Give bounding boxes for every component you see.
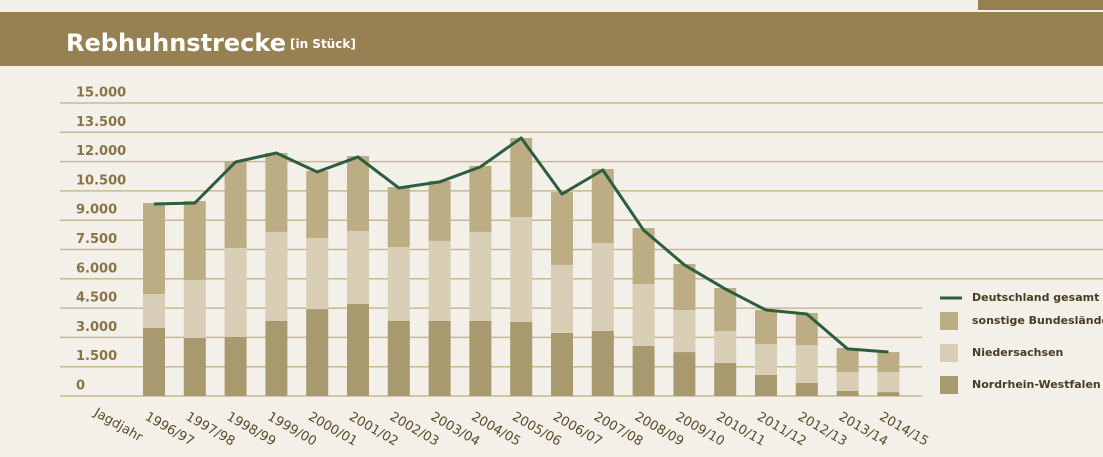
bar-segment <box>632 228 655 285</box>
y-tick-label: 6.000 <box>76 261 117 276</box>
y-tick-label: 7.500 <box>76 232 117 247</box>
bar-segment <box>877 392 900 396</box>
bar-segment <box>224 161 247 248</box>
bar-segment <box>714 362 737 396</box>
y-tick-label: 9.000 <box>76 203 117 218</box>
bar-segment <box>306 170 329 238</box>
bar-segment <box>428 180 451 241</box>
bar-segment <box>347 230 369 304</box>
bar-segment <box>469 165 492 232</box>
bar-segment <box>387 320 410 396</box>
bar-segment <box>347 303 369 396</box>
bar-segment <box>551 332 573 396</box>
bar-segment <box>510 217 533 322</box>
x-axis-label: Jagdjahr <box>90 405 145 446</box>
y-tick-label: 10.500 <box>76 173 126 188</box>
bar-segment <box>755 310 777 345</box>
legend-swatch <box>940 376 958 394</box>
y-tick-label: 1.500 <box>76 349 117 364</box>
bar-segment <box>714 330 737 363</box>
bar-segment <box>143 294 165 329</box>
bar-segment <box>795 345 818 383</box>
bar-segment <box>632 284 655 346</box>
bar-segment <box>795 312 818 346</box>
bar-segment <box>795 382 818 396</box>
bar-segment <box>428 320 451 396</box>
header-band <box>0 12 1103 66</box>
bar-segment <box>387 186 410 247</box>
chart-title: Rebhuhnstrecke [in Stück] <box>66 29 356 57</box>
bar-segment <box>755 344 777 375</box>
bar-segment <box>591 243 614 331</box>
bar-segment <box>143 328 165 396</box>
bar-segment <box>510 137 533 218</box>
legend-swatch <box>940 344 958 362</box>
bar-segment <box>265 231 288 321</box>
bar-segment <box>183 201 206 280</box>
bar-segment <box>469 320 492 396</box>
bar-segment <box>877 352 900 372</box>
legend-label: Deutschland gesamt <box>972 291 1099 304</box>
bar-segment <box>591 330 614 396</box>
bar-segment <box>551 264 573 333</box>
bar-segment <box>224 247 247 338</box>
bar-segment <box>265 153 288 232</box>
bar-segment <box>877 371 900 393</box>
bar-segment <box>510 321 533 396</box>
legend-label: sonstige Bundesländer <box>972 314 1103 327</box>
y-tick-label: 12.000 <box>76 144 126 159</box>
bar-segment <box>755 374 777 396</box>
y-tick-label: 3.000 <box>76 320 117 335</box>
bar-segment <box>306 237 329 310</box>
bar-segment <box>836 371 859 391</box>
y-tick-label: 15.000 <box>76 86 126 101</box>
bar-segment <box>347 155 369 231</box>
subtitle: [in Stück] <box>290 37 356 51</box>
legend-swatch <box>940 312 958 330</box>
bar-segment <box>673 310 696 353</box>
bar-segment <box>836 390 859 396</box>
bar-segment <box>673 352 696 396</box>
y-tick-label: 0 <box>76 379 85 394</box>
legend-label: Niedersachsen <box>972 346 1063 359</box>
bar-segment <box>183 279 206 338</box>
bar-segment <box>428 240 451 321</box>
bar-segment <box>469 231 492 321</box>
bar-segment <box>591 169 614 244</box>
bar-segment <box>836 347 859 372</box>
bar-segment <box>551 192 573 265</box>
bar-segment <box>632 345 655 396</box>
corner-tab <box>978 0 1103 10</box>
bar-segment <box>265 320 288 396</box>
bar-segment <box>224 337 247 396</box>
total-line <box>153 136 889 354</box>
legend-label: Nordrhein-Westfalen <box>972 378 1101 391</box>
y-tick-label: 4.500 <box>76 291 117 306</box>
bar-segment <box>183 337 206 396</box>
bar-segment <box>714 287 737 331</box>
bar-segment <box>306 309 329 396</box>
title: Rebhuhnstrecke <box>66 29 286 57</box>
bar-segment <box>673 263 696 311</box>
bar-segment <box>143 203 165 295</box>
y-tick-label: 13.500 <box>76 115 126 130</box>
bar-segment <box>387 246 410 321</box>
